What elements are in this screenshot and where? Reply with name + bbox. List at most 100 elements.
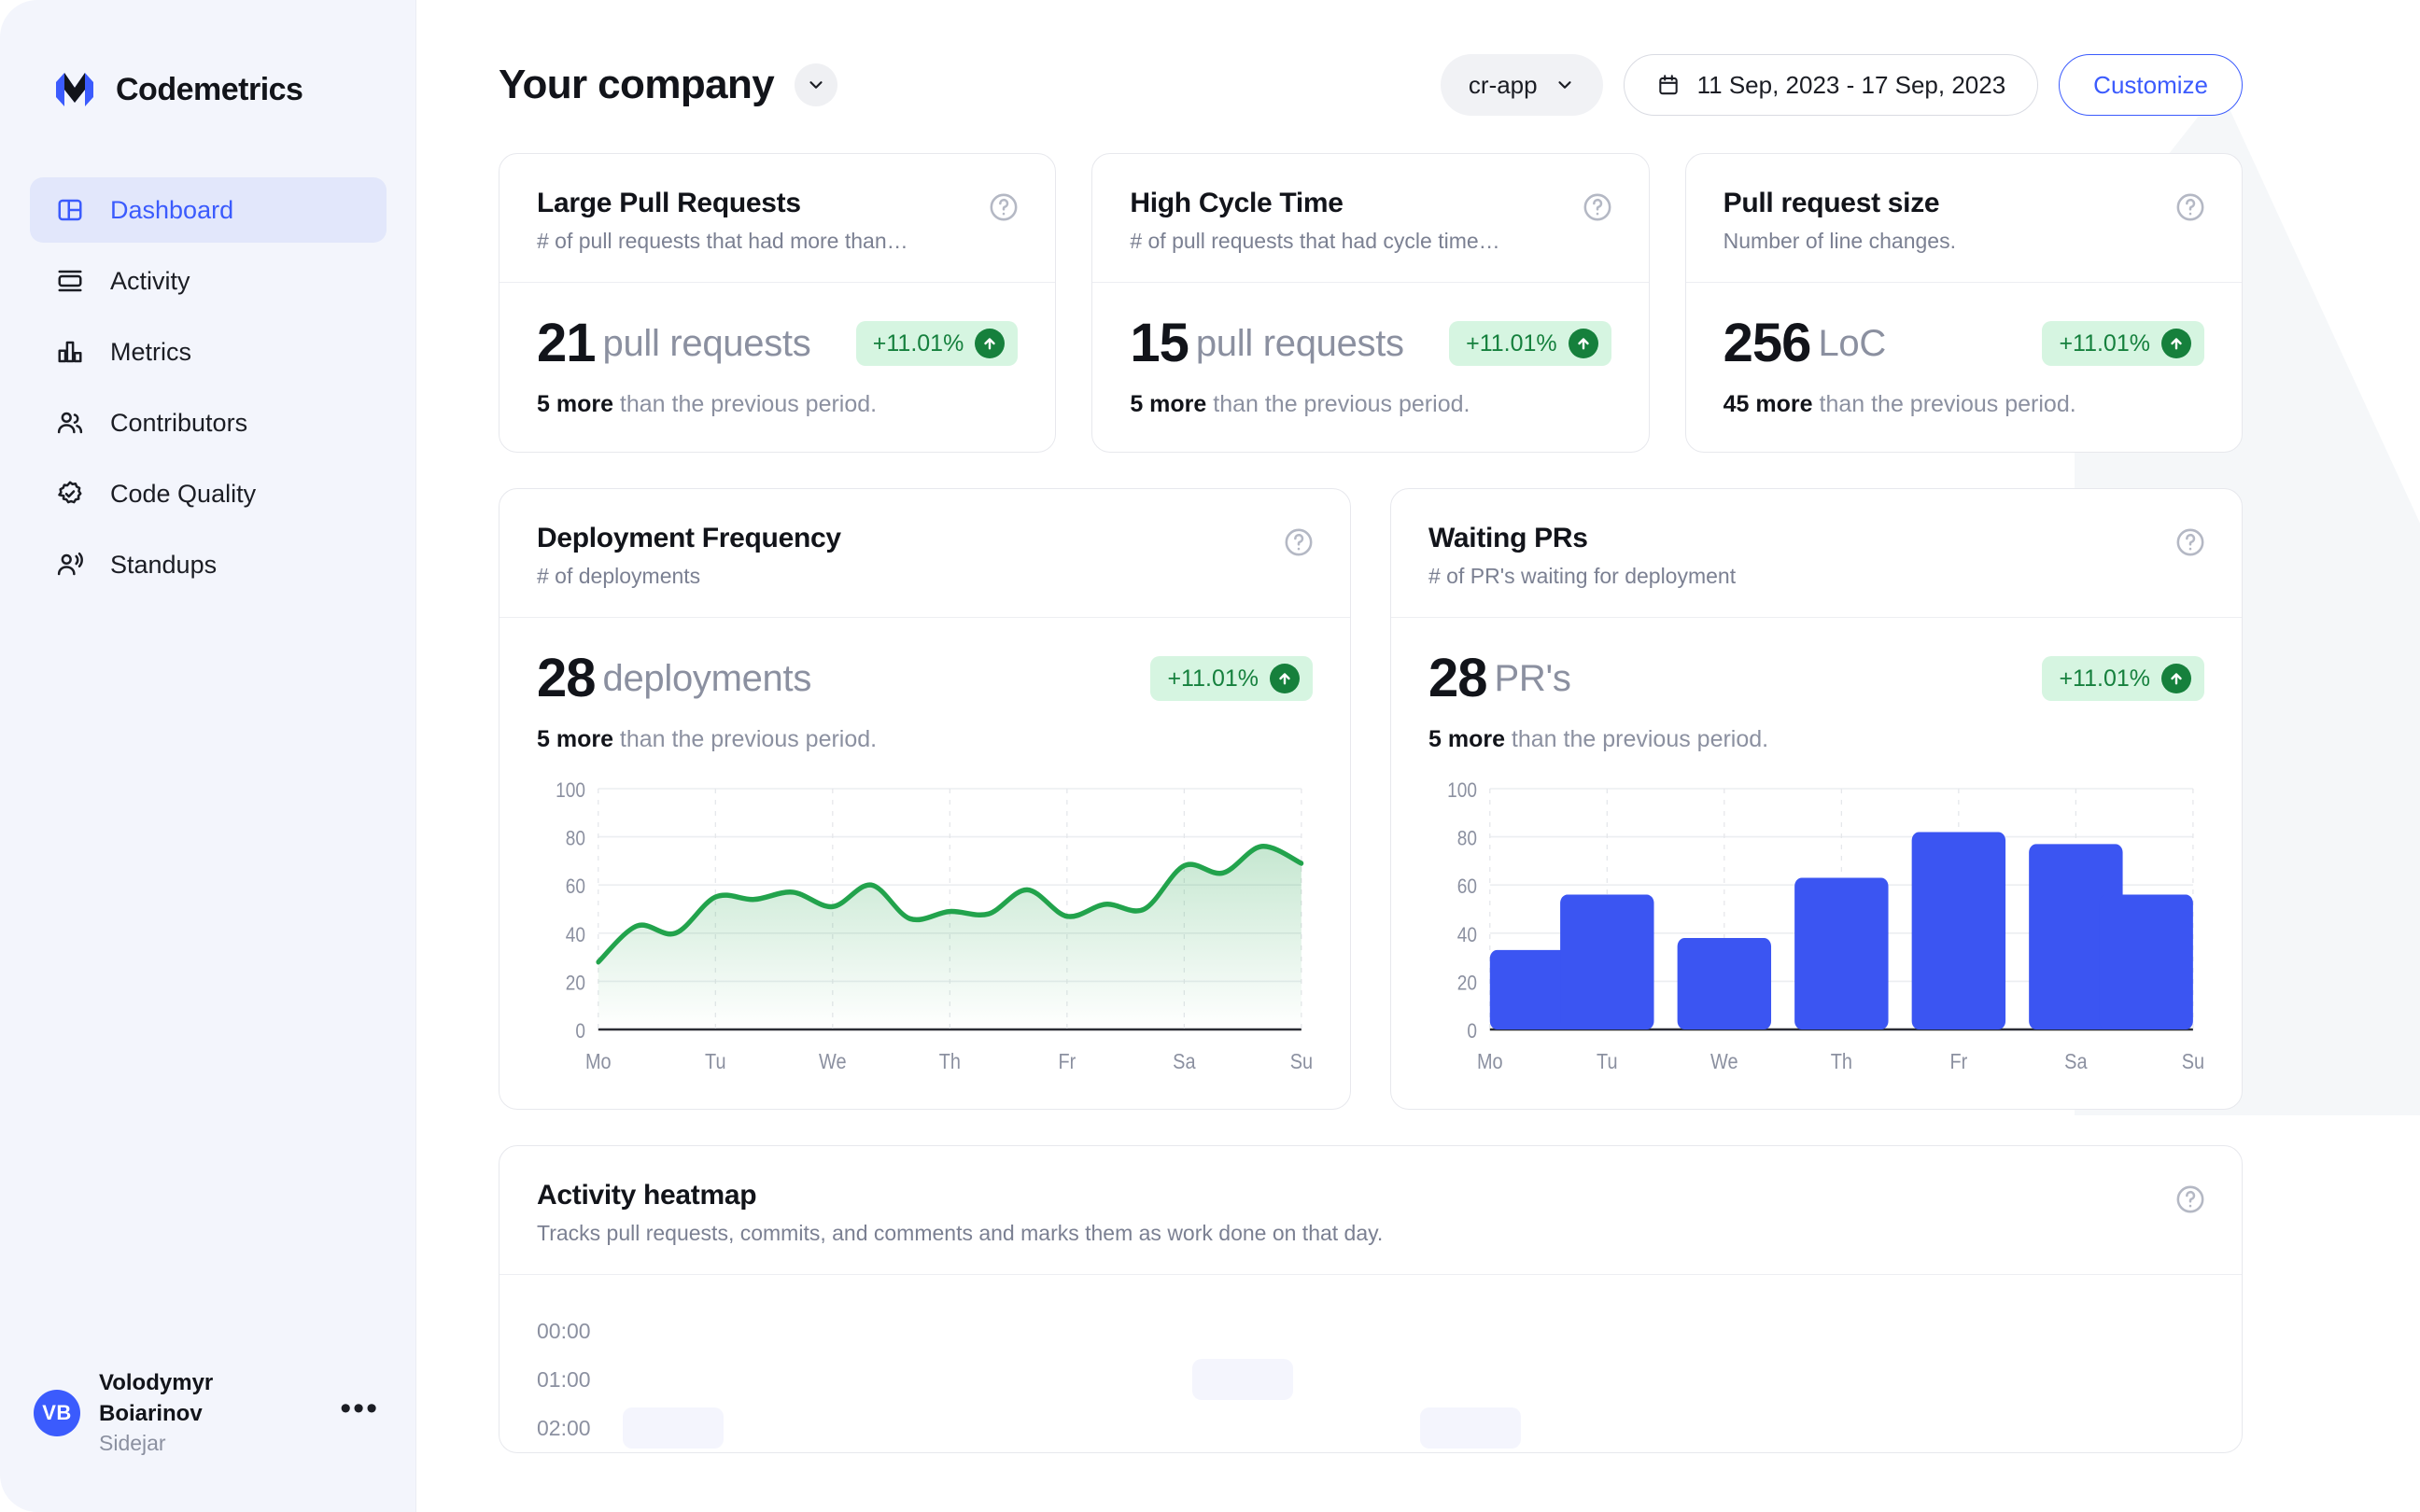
sidebar-item-code-quality[interactable]: Code Quality (30, 461, 387, 526)
heatmap-cell[interactable] (623, 1407, 724, 1449)
card-title: Waiting PRs (1428, 523, 1588, 553)
stat-footnote-strong: 5 more (537, 391, 613, 417)
svg-text:Mo: Mo (1477, 1050, 1503, 1074)
company-switcher-button[interactable] (795, 63, 838, 106)
status-badge: +11.01% (1150, 656, 1313, 701)
repo-selector-label: cr-app (1468, 70, 1538, 99)
stat-row: 15 pull requests +11.01% (1130, 316, 1611, 371)
sidebar-item-contributors[interactable]: Contributors (30, 390, 387, 455)
heatmap-cell[interactable] (1762, 1310, 1863, 1351)
heatmap-cell[interactable] (1876, 1407, 1977, 1449)
heatmap-cell[interactable] (1762, 1359, 1863, 1400)
heatmap-cell[interactable] (1420, 1407, 1521, 1449)
heatmap-row: 00:00 (537, 1307, 2204, 1355)
heatmap-cell[interactable] (1306, 1359, 1407, 1400)
codemetrics-logo-icon (52, 67, 97, 112)
heatmap-cell[interactable] (623, 1359, 724, 1400)
stat-value: 21 (537, 313, 597, 373)
heatmap-cell[interactable] (1420, 1359, 1521, 1400)
heatmap-cell[interactable] (1078, 1407, 1179, 1449)
heatmap-cell[interactable] (1648, 1359, 1749, 1400)
help-icon[interactable] (2174, 526, 2206, 558)
customize-label: Customize (2093, 70, 2208, 99)
heatmap-cell[interactable] (2103, 1310, 2204, 1351)
area-chart-deployments: 0 20 40 60 80 100 Mo Tu We Th Fr Sa Su (537, 779, 1313, 1092)
help-icon[interactable] (2174, 1183, 2206, 1215)
heatmap-cells (623, 1407, 2204, 1449)
heatmap-cell[interactable] (1534, 1359, 1635, 1400)
heatmap-cell[interactable] (1876, 1310, 1977, 1351)
heatmap-row-label: 00:00 (537, 1318, 591, 1343)
card-header: Pull request size Number of line changes… (1686, 154, 2242, 282)
brand: Codemetrics (0, 0, 416, 112)
chevron-down-icon (1558, 81, 1571, 89)
heatmap-cell[interactable] (1420, 1310, 1521, 1351)
heatmap-cell[interactable] (1192, 1310, 1293, 1351)
stat-unit: LoC (1818, 322, 1886, 364)
svg-text:80: 80 (1457, 827, 1477, 850)
heatmap-cell[interactable] (964, 1359, 1065, 1400)
heatmap-cell[interactable] (737, 1407, 837, 1449)
delta-value: +11.01% (1167, 665, 1259, 692)
status-badge: +11.01% (855, 321, 1019, 366)
repo-selector[interactable]: cr-app (1440, 54, 1603, 116)
date-range-picker[interactable]: 11 Sep, 2023 - 17 Sep, 2023 (1623, 54, 2039, 116)
stat-footnote-strong: 5 more (1428, 726, 1505, 752)
contributors-icon (52, 405, 88, 441)
heatmap-cell[interactable] (1876, 1359, 1977, 1400)
chart-card-waiting-prs: Waiting PRs # of PR's waiting for deploy… (1390, 488, 2243, 1110)
stat-footnote-rest: than the previous period. (612, 726, 878, 752)
stat-unit: pull requests (602, 322, 811, 364)
heatmap-cell[interactable] (1192, 1407, 1293, 1449)
card-subtitle: # of pull requests that had cycle time… (1130, 229, 1500, 253)
heatmap-cell[interactable] (964, 1310, 1065, 1351)
heatmap-cell[interactable] (1534, 1310, 1635, 1351)
user-more-icon[interactable]: ••• (340, 1390, 379, 1426)
heatmap-cell[interactable] (851, 1407, 951, 1449)
kpi-card-high-cycle-time: High Cycle Time # of pull requests that … (1091, 153, 1650, 453)
sidebar-item-activity[interactable]: Activity (30, 248, 387, 314)
heatmap-cell[interactable] (623, 1310, 724, 1351)
help-icon[interactable] (988, 191, 1020, 223)
heatmap-cell[interactable] (1534, 1407, 1635, 1449)
heatmap-cell[interactable] (851, 1359, 951, 1400)
heatmap-cell[interactable] (737, 1359, 837, 1400)
svg-text:100: 100 (1447, 779, 1477, 802)
sidebar-item-metrics[interactable]: Metrics (30, 319, 387, 385)
heatmap-cell[interactable] (1648, 1310, 1749, 1351)
card-header: Activity heatmap Tracks pull requests, c… (499, 1146, 2242, 1274)
sidebar-item-standups[interactable]: Standups (30, 532, 387, 597)
heatmap-cell[interactable] (964, 1407, 1065, 1449)
stat-row: 28 PR's +11.01% (1428, 651, 2204, 706)
heatmap-cell[interactable] (1306, 1310, 1407, 1351)
help-icon[interactable] (1283, 526, 1315, 558)
heatmap-cell[interactable] (1990, 1359, 2090, 1400)
bar-chart-svg: 0 20 40 60 80 100 Mo Tu We Th Fr Sa Su (1447, 779, 2204, 1074)
calendar-icon (1658, 75, 1678, 95)
help-icon[interactable] (1582, 191, 1613, 223)
svg-text:Su: Su (2182, 1050, 2204, 1074)
heatmap-cell[interactable] (1078, 1359, 1179, 1400)
main-content: Your company cr-app 11 Sep, 2023 (416, 0, 2420, 1512)
heatmap-cell[interactable] (1990, 1310, 2090, 1351)
card-body: 256 LoC +11.01% (1685, 282, 2242, 452)
heatmap-cell[interactable] (1306, 1407, 1407, 1449)
svg-text:We: We (1710, 1050, 1738, 1074)
customize-button[interactable]: Customize (2059, 54, 2243, 116)
heatmap-cell[interactable] (1078, 1310, 1179, 1351)
svg-text:Mo: Mo (585, 1050, 612, 1074)
heatmap-cell[interactable] (2103, 1407, 2204, 1449)
heatmap-cell[interactable] (851, 1310, 951, 1351)
heatmap-cell[interactable] (1192, 1359, 1293, 1400)
sidebar-item-dashboard[interactable]: Dashboard (30, 177, 387, 243)
user-profile[interactable]: VB Volodymyr Boiarinov Sidejar ••• (0, 1368, 416, 1512)
heatmap-cell[interactable] (1648, 1407, 1749, 1449)
heatmap-cell[interactable] (737, 1310, 837, 1351)
svg-text:80: 80 (566, 827, 585, 850)
activity-icon (52, 263, 88, 299)
help-icon[interactable] (2174, 191, 2206, 223)
heatmap-cell[interactable] (2103, 1359, 2204, 1400)
heatmap-cell[interactable] (1990, 1407, 2090, 1449)
heatmap-cell[interactable] (1762, 1407, 1863, 1449)
user-name: Volodymyr Boiarinov (99, 1370, 214, 1426)
